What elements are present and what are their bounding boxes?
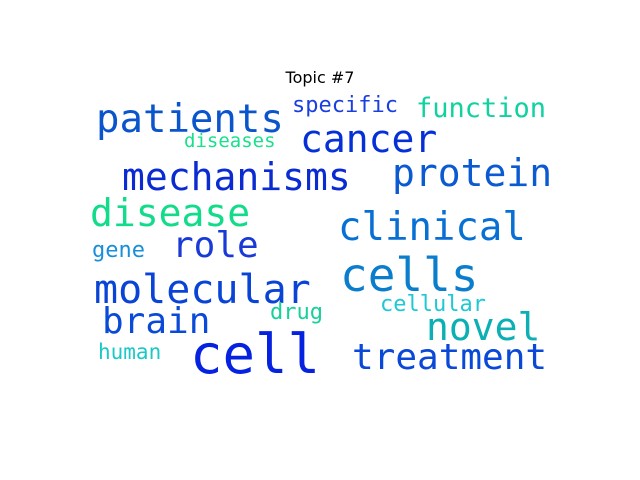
cloud-word-drug: drug xyxy=(270,300,323,325)
cloud-word-human: human xyxy=(98,340,162,364)
cloud-word-gene: gene xyxy=(92,238,145,263)
cloud-word-protein: protein xyxy=(392,151,553,195)
cloud-word-molecular: molecular xyxy=(94,267,311,313)
cloud-word-clinical: clinical xyxy=(338,205,526,250)
cloud-word-diseases: diseases xyxy=(184,130,276,152)
cloud-title: Topic #7 xyxy=(285,68,355,87)
cloud-word-cell: cell xyxy=(190,323,321,386)
cloud-word-cellular: cellular xyxy=(380,292,486,317)
cloud-word-specific: specific xyxy=(292,93,398,118)
cloud-word-cells: cells xyxy=(340,248,479,302)
cloud-word-disease: disease xyxy=(90,191,251,235)
cloud-word-novel: novel xyxy=(426,305,541,349)
cloud-word-function: function xyxy=(416,93,547,124)
cloud-word-treatment: treatment xyxy=(352,337,548,378)
cloud-word-mechanisms: mechanisms xyxy=(122,155,351,199)
cloud-word-cancer: cancer xyxy=(300,117,438,161)
cloud-word-patients: patients xyxy=(96,97,284,142)
cloud-word-brain: brain xyxy=(102,301,211,342)
cloud-word-role: role xyxy=(172,225,259,266)
